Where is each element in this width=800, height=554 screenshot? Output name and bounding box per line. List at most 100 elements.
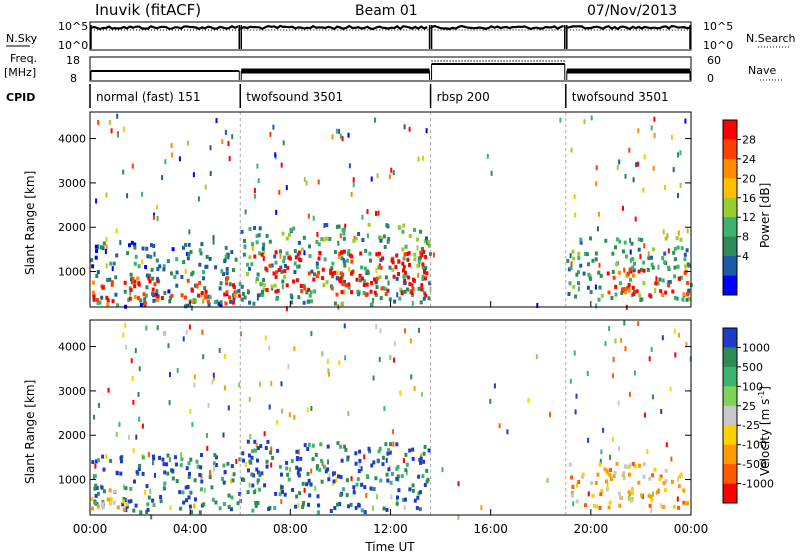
power-cell	[343, 263, 347, 268]
velocity-cell	[214, 455, 218, 460]
power-cell	[241, 291, 245, 296]
power-cell	[341, 272, 345, 277]
noise-series	[89, 24, 691, 49]
velocity-cell	[305, 482, 309, 487]
power-cell	[273, 254, 277, 259]
power-cell	[153, 282, 157, 287]
power-cell	[432, 252, 435, 258]
power-cell	[387, 280, 390, 286]
velocity-colorbar-tick-label: 25	[742, 400, 756, 413]
power-cell	[105, 263, 108, 269]
velocity-cell	[650, 346, 653, 352]
velocity-cell	[664, 479, 668, 484]
power-cell	[255, 233, 259, 238]
power-cell	[226, 276, 230, 281]
power-cell	[283, 269, 287, 273]
velocity-cell	[403, 505, 406, 511]
power-cell	[262, 278, 266, 282]
power-cell	[187, 252, 191, 257]
velocity-cell	[609, 468, 612, 472]
power-cell	[303, 286, 307, 291]
velocity-cell	[606, 483, 609, 489]
velocity-cell	[267, 507, 271, 511]
power-cell	[677, 152, 679, 158]
power-cell	[130, 240, 134, 245]
power-cell	[620, 287, 624, 292]
power-cell	[599, 273, 603, 278]
velocity-cell	[317, 503, 321, 508]
velocity-ytick-label: 3000	[58, 385, 86, 398]
power-panel: 1000 2000 3000 4000 Slant Range [km] 28 24 20…	[23, 111, 772, 312]
velocity-y-ticks: 1000 2000 3000 4000	[58, 341, 691, 487]
power-cell	[318, 250, 322, 255]
velocity-colorbar-tick-label: -500	[742, 458, 767, 471]
power-cell	[629, 277, 632, 282]
power-cell	[585, 252, 589, 257]
velocity-cell	[418, 507, 422, 512]
velocity-cell	[370, 463, 374, 468]
power-cell	[294, 255, 298, 260]
power-cell	[386, 239, 390, 244]
power-cell	[282, 259, 286, 264]
velocity-colorbar: 1000 500 100 25 -25 -100 -500 -1000	[722, 327, 774, 504]
velocity-cell	[141, 455, 145, 460]
power-cell	[175, 283, 179, 288]
power-cell	[156, 295, 160, 300]
power-cell	[139, 298, 143, 303]
velocity-cell	[401, 498, 405, 502]
power-cell	[184, 243, 187, 247]
velocity-cell	[408, 487, 412, 492]
velocity-cell	[611, 373, 614, 379]
velocity-cell	[221, 477, 224, 481]
velocity-cell	[360, 508, 364, 513]
power-cell	[428, 281, 432, 286]
velocity-plot-background	[90, 320, 691, 515]
power-cell	[183, 295, 187, 300]
power-cell	[422, 249, 426, 254]
power-cell	[150, 243, 153, 248]
power-cell	[116, 113, 119, 119]
power-cell	[606, 271, 610, 276]
power-cell	[367, 222, 371, 227]
power-cell	[110, 282, 114, 287]
velocity-cell	[575, 499, 579, 504]
power-cell	[279, 249, 282, 254]
velocity-cell	[648, 356, 651, 362]
frequency-series	[90, 60, 691, 80]
velocity-cell	[152, 460, 155, 466]
velocity-cell	[230, 495, 234, 500]
power-cell	[114, 292, 118, 297]
power-cell	[682, 292, 686, 297]
velocity-cell	[383, 406, 386, 411]
power-cell	[316, 232, 319, 237]
velocity-cell	[222, 480, 226, 485]
power-cell	[631, 285, 635, 290]
velocity-cell	[259, 444, 263, 449]
power-cell	[323, 223, 326, 228]
power-cell	[337, 254, 340, 260]
velocity-cell	[670, 479, 674, 484]
power-cell	[373, 277, 376, 282]
power-cell	[323, 257, 327, 262]
power-cell	[190, 299, 194, 304]
velocity-cell	[653, 467, 657, 472]
velocity-cell	[574, 409, 577, 415]
power-colorbar-label: Power [dB]	[758, 183, 772, 248]
velocity-colorbar-frame	[722, 327, 738, 504]
power-cell	[335, 128, 338, 134]
power-cell	[323, 237, 326, 243]
velocity-cell	[274, 491, 278, 496]
power-cell	[650, 125, 653, 131]
power-cell	[207, 302, 211, 307]
power-cell	[338, 128, 341, 134]
power-cell	[677, 276, 681, 281]
velocity-cell	[132, 508, 136, 513]
power-ytick-label: 1000	[58, 266, 86, 279]
velocity-cell	[229, 507, 233, 512]
power-cell	[388, 174, 391, 180]
power-cell	[370, 280, 374, 285]
velocity-cell	[115, 470, 119, 475]
power-cell	[161, 175, 164, 181]
power-cell	[162, 267, 166, 272]
noise-sky-trace	[240, 24, 428, 31]
